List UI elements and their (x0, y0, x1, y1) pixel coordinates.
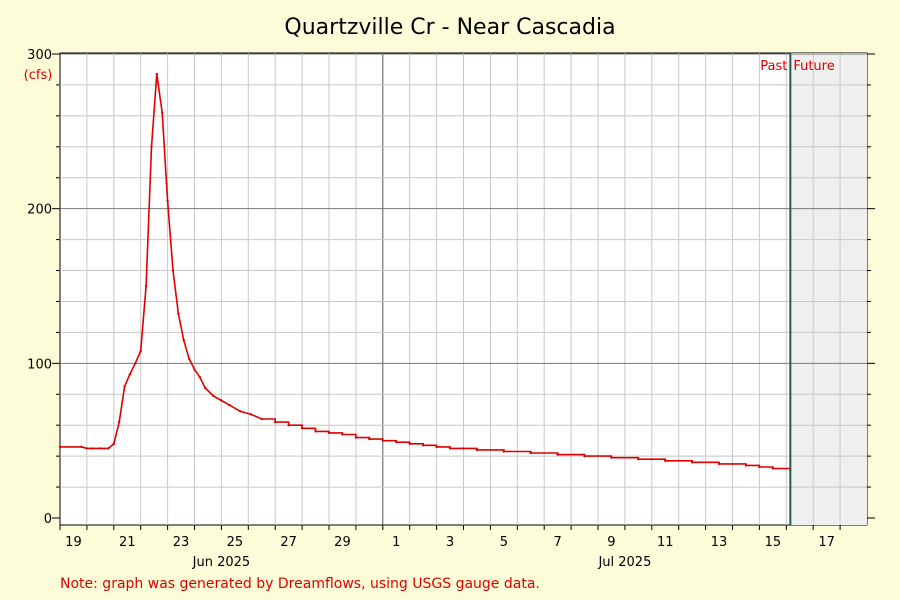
flow-data-point (150, 145, 153, 148)
flow-data-point (155, 72, 159, 76)
flow-data-point (99, 447, 102, 450)
flow-data-point (220, 399, 223, 402)
flow-data-point (166, 199, 169, 203)
y-axis-unit-label: (cfs) (24, 68, 53, 83)
x-tick-label: 11 (657, 535, 674, 550)
flow-data-point (80, 445, 83, 449)
flow-data-point (341, 433, 344, 436)
flow-data-point (314, 430, 317, 433)
y-tick-label: 200 (27, 203, 52, 218)
flow-data-point (107, 447, 110, 450)
x-tick-label: 27 (280, 535, 297, 550)
flow-data-point (193, 368, 196, 371)
flow-data-point (395, 441, 398, 444)
flow-data-point (408, 442, 411, 445)
y-tick-label: 300 (27, 48, 52, 63)
flow-data-point (664, 459, 667, 462)
flow-data-point (462, 447, 465, 450)
x-tick-label: 7 (554, 535, 562, 550)
axis-ticks (52, 53, 875, 530)
x-tick-label: 3 (446, 535, 454, 550)
x-tick-label: 17 (818, 535, 835, 550)
x-tick-label: 15 (765, 535, 782, 550)
flow-data-point (91, 447, 94, 450)
flow-data-point (112, 442, 116, 445)
flow-data-point (123, 385, 126, 388)
flow-data-point (177, 312, 180, 316)
flow-data-point (771, 467, 775, 470)
flow-data-point (381, 439, 384, 442)
flow-data-point (448, 447, 452, 450)
x-tick-label: 19 (65, 535, 82, 550)
flow-data-point (139, 349, 142, 353)
flow-data-point (249, 413, 253, 416)
flow-data-point (274, 420, 277, 424)
x-tick-label: 25 (227, 535, 244, 550)
flow-data-point (117, 420, 121, 424)
x-tick-label: 9 (607, 535, 615, 550)
flow-data-point (300, 427, 304, 430)
flow-data-point (204, 386, 207, 390)
x-tick-label: 29 (334, 535, 351, 550)
flow-data-point (134, 362, 137, 365)
y-tick-label: 100 (27, 357, 52, 372)
flow-data-point (85, 447, 89, 450)
future-label: Future (793, 59, 834, 74)
flow-data-point (435, 445, 438, 449)
flow-data-point (327, 431, 331, 435)
flow-data-point (690, 461, 694, 464)
series-group (58, 72, 792, 472)
month-label: Jul 2025 (597, 555, 651, 570)
flow-data-point (260, 417, 263, 421)
flow-data-point (182, 338, 185, 342)
flow-data-point (556, 453, 559, 456)
flow-data-point (239, 410, 242, 413)
flow-data-point (161, 111, 164, 114)
flow-data-point (637, 458, 640, 461)
x-tick-label: 13 (711, 535, 728, 550)
y-tick-label: 0 (44, 512, 52, 527)
flow-data-point (744, 464, 748, 467)
flow-data-point (475, 448, 479, 452)
flow-data-point (128, 372, 132, 376)
flow-data-point (198, 376, 202, 379)
flow-data-point (529, 451, 532, 455)
x-tick-label: 5 (500, 535, 508, 550)
footer-note: Note: graph was generated by Dreamflows,… (60, 576, 540, 592)
horizontal-gridlines (60, 53, 867, 488)
past-label: Past (760, 59, 787, 74)
flow-data-point (228, 403, 231, 407)
flow-data-point (171, 269, 175, 272)
flow-data-point (583, 454, 586, 458)
chart-title: Quartzville Cr - Near Cascadia (284, 15, 615, 40)
flow-data-point (58, 445, 62, 449)
flow-data-point (421, 444, 425, 447)
flow-data-point (610, 456, 613, 459)
flow-data-point (187, 357, 191, 360)
flow-data-point (287, 424, 290, 427)
x-tick-label: 23 (173, 535, 190, 550)
flow-data-point (368, 437, 371, 441)
flow-data-point (144, 284, 148, 288)
x-tick-label: 1 (392, 535, 400, 550)
month-label: Jun 2025 (192, 555, 251, 570)
flow-data-point (354, 436, 358, 439)
flow-data-point (717, 462, 721, 466)
x-tick-label: 21 (119, 535, 136, 550)
flow-data-point (502, 450, 506, 453)
vertical-gridlines (86, 53, 841, 525)
future-shading (790, 53, 867, 525)
flow-data-point (212, 394, 215, 398)
flow-data-point (758, 465, 761, 469)
future-region (790, 53, 867, 525)
